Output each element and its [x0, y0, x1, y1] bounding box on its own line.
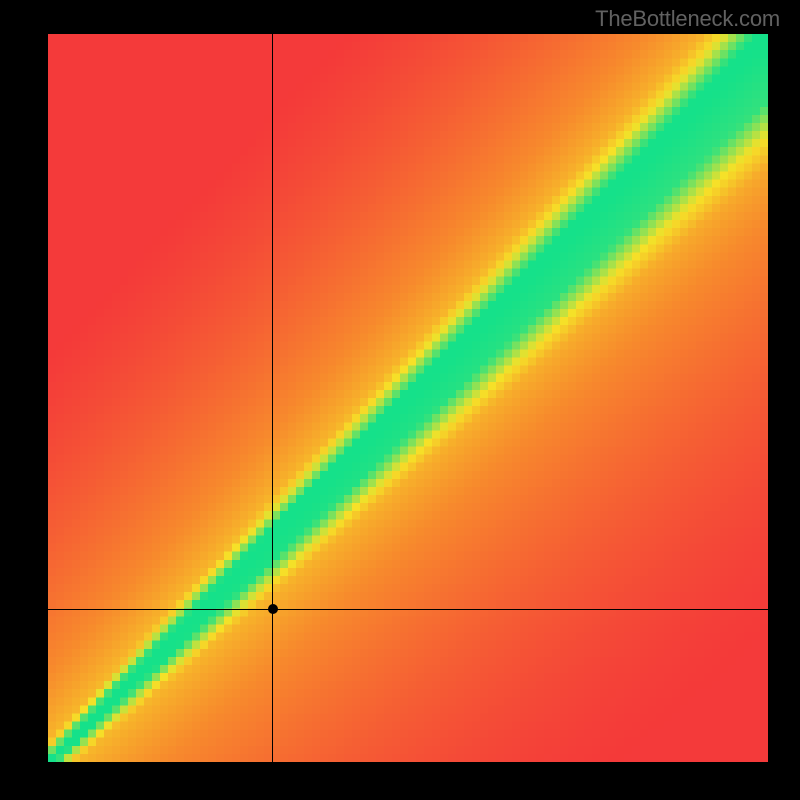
- crosshair-horizontal: [48, 609, 768, 610]
- watermark-text: TheBottleneck.com: [595, 6, 780, 32]
- heatmap-plot-area: [48, 34, 768, 762]
- crosshair-marker-dot: [268, 604, 278, 614]
- crosshair-vertical: [272, 34, 273, 762]
- heatmap-canvas: [48, 34, 768, 762]
- chart-container: TheBottleneck.com: [0, 0, 800, 800]
